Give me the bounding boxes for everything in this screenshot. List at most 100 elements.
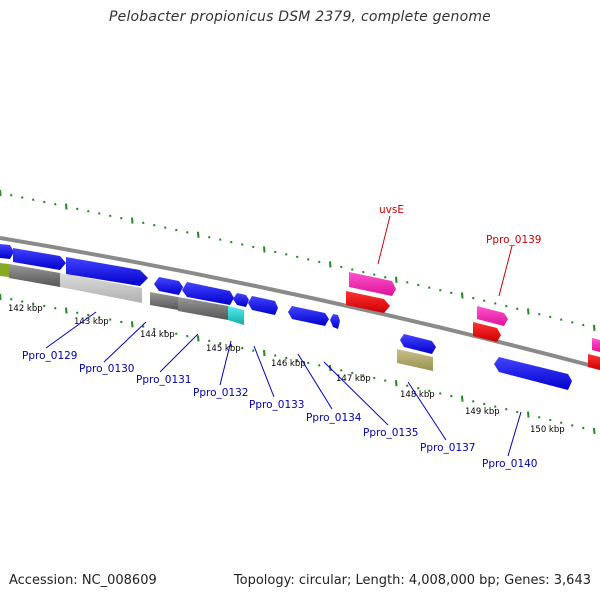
topology-label: Topology: circular; Length: 4,008,000 bp… xyxy=(233,573,591,588)
minor-tick xyxy=(384,379,387,382)
minor-tick xyxy=(483,299,486,303)
gene-feature[interactable] xyxy=(592,338,600,352)
highlight-label-leaders xyxy=(377,215,513,297)
minor-tick xyxy=(571,424,574,427)
rna-feature[interactable] xyxy=(9,264,60,287)
scale-label: 147 kbp xyxy=(336,374,371,384)
gene-label-uvsE[interactable]: uvsE xyxy=(379,204,404,216)
major-tick xyxy=(527,308,530,315)
ppro-0137-gene[interactable] xyxy=(400,334,436,354)
minor-tick xyxy=(538,416,541,419)
gene-feature[interactable] xyxy=(60,273,142,303)
minor-tick xyxy=(241,243,244,246)
gene-label-ppro-0139[interactable]: Ppro_0139 xyxy=(486,234,541,246)
gene-label-ppro-0134[interactable]: Ppro_0134 xyxy=(306,412,362,424)
gene-label-ppro-0137[interactable]: Ppro_0137 xyxy=(420,442,475,454)
minor-tick xyxy=(175,228,178,232)
genome-backbone xyxy=(0,236,600,370)
gene-label-ppro-0133[interactable]: Ppro_0133 xyxy=(249,399,304,411)
minor-tick xyxy=(142,221,145,225)
major-tick xyxy=(527,411,530,418)
gene-feature[interactable] xyxy=(0,263,9,277)
scale-label: 143 kbp xyxy=(74,317,109,327)
ppro-0139-gene[interactable] xyxy=(477,306,508,326)
scale-label: 144 kbp xyxy=(140,330,175,340)
minor-tick xyxy=(87,313,90,317)
scale-label: 148 kbp xyxy=(400,390,435,400)
forward-strand-features xyxy=(0,244,600,352)
gene-label-ppro-0135[interactable]: Ppro_0135 xyxy=(363,427,418,439)
minor-tick xyxy=(560,318,563,321)
minor-tick xyxy=(384,275,387,279)
gene-label-ppro-0140[interactable]: Ppro_0140 xyxy=(482,458,537,470)
uvsE-gene[interactable] xyxy=(349,272,396,296)
minor-tick xyxy=(318,260,321,264)
minor-tick xyxy=(164,226,167,229)
gene-feature[interactable] xyxy=(13,248,66,270)
minor-tick xyxy=(10,297,13,301)
minor-tick xyxy=(186,334,189,338)
minor-tick xyxy=(472,296,475,300)
ppro-0134-gene[interactable] xyxy=(288,306,329,326)
minor-tick xyxy=(274,354,277,357)
major-tick xyxy=(131,217,134,224)
minor-tick xyxy=(362,270,365,274)
ppro-0131-gene[interactable] xyxy=(178,297,228,320)
minor-tick xyxy=(285,253,288,256)
minor-tick xyxy=(296,359,299,362)
minor-tick xyxy=(252,349,255,352)
minor-tick xyxy=(120,216,123,220)
minor-tick xyxy=(428,389,431,393)
major-tick xyxy=(329,261,332,268)
scale-labels: 142 kbp 143 kbp 144 kbp 145 kbp 146 kbp … xyxy=(8,304,565,435)
major-tick xyxy=(197,231,200,238)
gene-feature[interactable] xyxy=(182,282,234,305)
gene-feature[interactable] xyxy=(154,277,183,295)
gene-label-ppro-0131[interactable]: Ppro_0131 xyxy=(136,374,191,386)
gene-label-ppro-0130[interactable]: Ppro_0130 xyxy=(79,363,134,375)
minor-tick xyxy=(120,320,123,324)
gene-feature[interactable] xyxy=(0,244,14,259)
ppro-0133-gene[interactable] xyxy=(248,296,278,315)
scale-label: 145 kbp xyxy=(206,344,241,354)
minor-tick xyxy=(483,402,486,406)
gene-feature[interactable] xyxy=(473,322,501,342)
minor-tick xyxy=(307,258,310,261)
scale-label: 150 kbp xyxy=(530,425,565,435)
gene-feature[interactable] xyxy=(66,257,148,286)
ppro-0131-gene[interactable] xyxy=(150,292,178,310)
major-tick xyxy=(395,276,398,283)
minor-tick xyxy=(340,369,343,372)
minor-tick xyxy=(43,304,46,308)
minor-tick xyxy=(406,384,409,387)
minor-tick xyxy=(571,321,574,324)
minor-tick xyxy=(340,265,343,269)
ppro-0140-gene[interactable] xyxy=(494,357,572,390)
gene-feature[interactable] xyxy=(588,354,600,370)
minor-tick xyxy=(54,203,57,206)
ppro-0135-gene[interactable] xyxy=(330,314,340,329)
minor-tick xyxy=(549,315,552,319)
gene-label-ppro-0132[interactable]: Ppro_0132 xyxy=(193,387,248,399)
minor-tick xyxy=(351,268,354,271)
minor-tick xyxy=(296,255,299,259)
minor-tick xyxy=(362,374,365,377)
minor-tick xyxy=(406,281,409,284)
gene-feature[interactable] xyxy=(233,293,249,307)
minor-tick xyxy=(32,302,35,305)
minor-tick xyxy=(450,394,453,398)
minor-tick xyxy=(450,291,453,295)
inner-tick-track xyxy=(0,293,596,434)
gene-label-leaders xyxy=(45,311,522,457)
minor-tick xyxy=(153,327,156,331)
gene-label-ppro-0129[interactable]: Ppro_0129 xyxy=(22,350,77,362)
minor-tick xyxy=(76,311,79,315)
minor-tick xyxy=(164,330,167,333)
minor-tick xyxy=(373,376,376,380)
gene-feature[interactable] xyxy=(397,349,433,371)
major-tick xyxy=(593,324,596,331)
gene-feature[interactable] xyxy=(346,291,390,313)
outer-tick-track xyxy=(0,189,596,331)
scale-label: 142 kbp xyxy=(8,304,43,314)
ppro-0132-gene[interactable] xyxy=(228,306,244,325)
